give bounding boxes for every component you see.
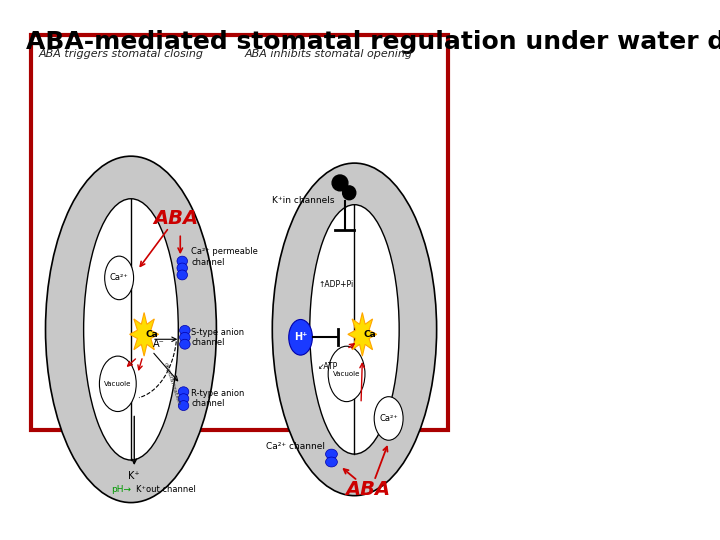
Ellipse shape bbox=[179, 339, 190, 349]
Circle shape bbox=[99, 356, 136, 411]
Text: ABA: ABA bbox=[345, 480, 390, 499]
Text: ABA triggers stomatal closing: ABA triggers stomatal closing bbox=[39, 49, 204, 59]
Text: Ca: Ca bbox=[145, 330, 158, 339]
Text: ↙ATP: ↙ATP bbox=[318, 362, 338, 372]
Circle shape bbox=[289, 320, 312, 355]
Ellipse shape bbox=[177, 256, 187, 266]
Text: Ca²⁺: Ca²⁺ bbox=[109, 273, 128, 282]
Text: Ca²⁺ channel: Ca²⁺ channel bbox=[266, 442, 325, 451]
Text: A⁻: A⁻ bbox=[153, 339, 164, 349]
Text: H⁺: H⁺ bbox=[294, 332, 307, 342]
Text: K⁺: K⁺ bbox=[128, 471, 140, 481]
Ellipse shape bbox=[332, 175, 348, 191]
Text: Ca: Ca bbox=[364, 330, 377, 339]
Polygon shape bbox=[348, 313, 377, 356]
Circle shape bbox=[374, 397, 403, 440]
Text: depolarization: depolarization bbox=[163, 362, 181, 406]
Ellipse shape bbox=[179, 332, 190, 342]
Ellipse shape bbox=[179, 401, 189, 410]
Circle shape bbox=[328, 346, 365, 402]
Ellipse shape bbox=[179, 387, 189, 397]
Text: pH→: pH→ bbox=[112, 485, 131, 494]
Ellipse shape bbox=[325, 449, 338, 459]
Text: S-type anion
channel: S-type anion channel bbox=[192, 328, 245, 347]
Polygon shape bbox=[130, 313, 158, 356]
Ellipse shape bbox=[179, 326, 190, 335]
Text: R-type anion
channel: R-type anion channel bbox=[192, 389, 245, 408]
Text: ↑ADP+Pi: ↑ADP+Pi bbox=[318, 280, 354, 289]
Text: ABA-mediated stomatal regulation under water deficit: ABA-mediated stomatal regulation under w… bbox=[27, 30, 720, 55]
Ellipse shape bbox=[343, 186, 356, 200]
Ellipse shape bbox=[177, 263, 187, 273]
Ellipse shape bbox=[325, 457, 338, 467]
Text: K⁺in channels: K⁺in channels bbox=[272, 196, 335, 205]
Ellipse shape bbox=[272, 163, 436, 496]
Text: Vacuole: Vacuole bbox=[333, 371, 360, 377]
Text: Ca²⁺ permeable
channel: Ca²⁺ permeable channel bbox=[192, 247, 258, 267]
Bar bbox=[31, 35, 448, 430]
Ellipse shape bbox=[84, 199, 179, 460]
Ellipse shape bbox=[310, 205, 399, 454]
Text: Ca²⁺: Ca²⁺ bbox=[379, 414, 398, 423]
Circle shape bbox=[104, 256, 134, 300]
Ellipse shape bbox=[45, 156, 217, 503]
Text: ABA: ABA bbox=[153, 209, 198, 228]
Text: K⁺out channel: K⁺out channel bbox=[136, 485, 196, 494]
Ellipse shape bbox=[179, 394, 189, 403]
Text: Vacuole: Vacuole bbox=[104, 381, 132, 387]
Text: ABA inhibits stomatal opening: ABA inhibits stomatal opening bbox=[245, 49, 413, 59]
Ellipse shape bbox=[177, 270, 187, 280]
